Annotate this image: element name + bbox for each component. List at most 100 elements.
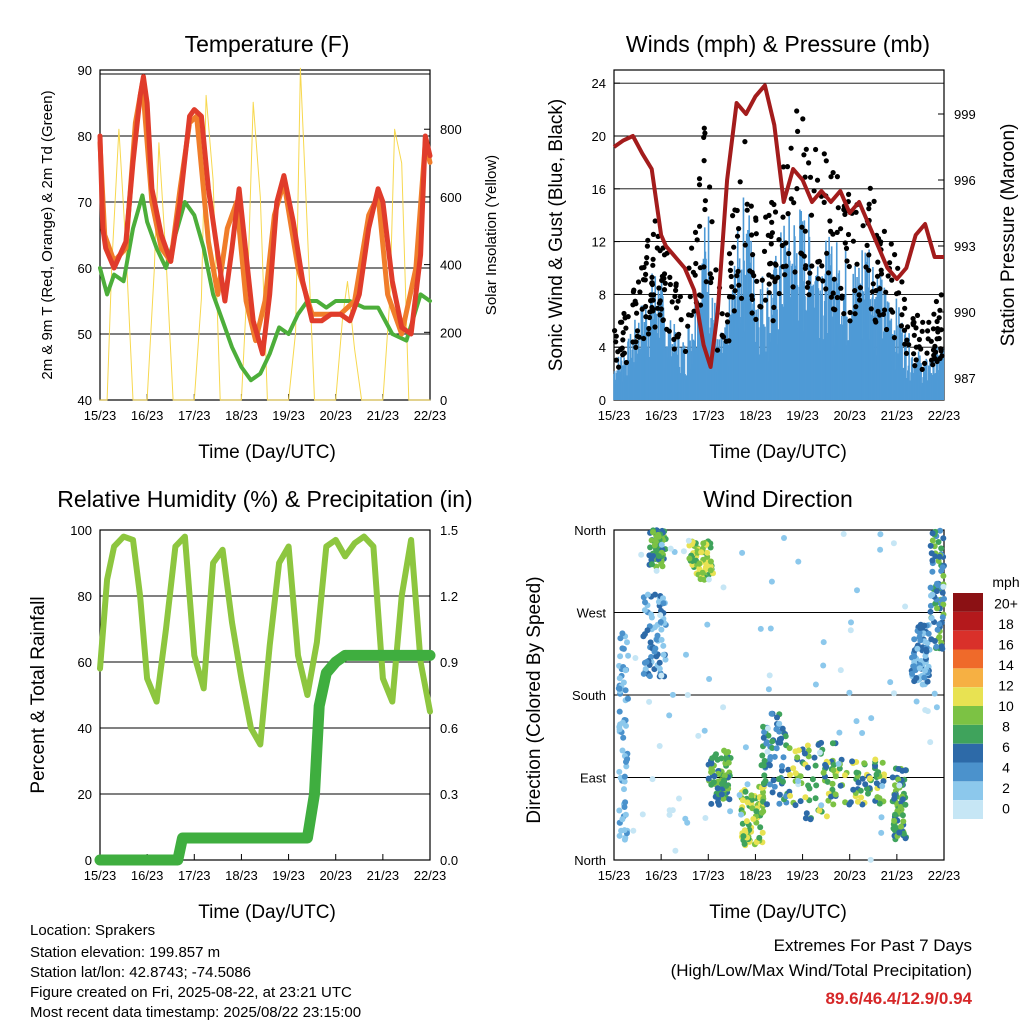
wind-gust-point <box>888 241 894 247</box>
direction-point <box>660 600 667 607</box>
winds-ytick-right-label: 987 <box>954 371 976 386</box>
direction-point <box>701 727 708 734</box>
wind-gust-point <box>830 290 836 296</box>
wind-gust-point <box>811 188 817 194</box>
direction-point <box>824 778 831 785</box>
wind-gust-point <box>757 303 763 309</box>
direction-point <box>616 807 623 814</box>
direction-point <box>941 595 947 602</box>
wind-gust-point <box>835 205 841 211</box>
wind-gust-point <box>892 252 898 258</box>
temperature-xtick-label: 18/23 <box>225 408 258 423</box>
direction-point <box>931 690 938 697</box>
direction-point <box>711 773 718 780</box>
direction-point <box>854 587 860 594</box>
direction-point <box>656 665 663 672</box>
direction-point <box>879 759 886 766</box>
wind-gust-point <box>656 285 662 291</box>
direction-point <box>823 813 830 820</box>
direction-point <box>706 676 713 682</box>
wind-gust-point <box>846 263 852 270</box>
wind-gust-point <box>898 323 905 329</box>
wind-gust-point <box>772 209 779 215</box>
direction-point <box>774 714 780 721</box>
wind-gust-point <box>800 116 806 122</box>
winds-ytick-label: 4 <box>599 340 606 355</box>
direction-point <box>899 796 906 803</box>
wind-gust-point <box>641 335 647 342</box>
wind-gust-point <box>830 170 836 176</box>
direction-point <box>832 773 839 780</box>
wind-gust-point <box>845 231 852 238</box>
wind-gust-point <box>702 198 709 204</box>
winds-marks: 0 4 8 12 16 20 24 987 990 993 996 999 15/23 16/23 17/2… <box>592 76 976 423</box>
winds-xtick-label: 22/23 <box>928 408 961 423</box>
direction-point <box>927 584 934 591</box>
direction-point <box>846 689 853 696</box>
wind-gust-point <box>780 214 786 220</box>
direction-point <box>680 548 687 555</box>
direction-point <box>766 761 772 768</box>
wind-gust-point <box>830 306 837 312</box>
direction-point <box>797 773 804 780</box>
direction-point <box>847 627 854 634</box>
direction-point <box>649 561 655 568</box>
station-info: Location: Sprakers Station elevation: 19… <box>30 922 361 1021</box>
wind-gust-point <box>904 337 910 343</box>
direction-point <box>792 770 799 777</box>
wind-gust-point <box>773 262 779 268</box>
direction-point <box>924 678 931 685</box>
wind-gust-point <box>735 268 741 274</box>
colorbar-label: 4 <box>1002 760 1010 776</box>
direction-point <box>900 830 907 837</box>
winds-ytick-right-label: 993 <box>954 239 976 254</box>
direction-point <box>895 776 902 783</box>
direction-point <box>764 748 771 755</box>
colorbar-swatch <box>953 724 983 744</box>
wind-gust-point <box>784 164 791 170</box>
temperature-panel: Temperature (F) 40 50 60 70 80 90 0 200 400 600 80… <box>39 31 500 463</box>
direction-point <box>877 546 884 553</box>
direction-point <box>873 780 880 787</box>
wind-gust-point <box>914 312 921 318</box>
direction-point <box>621 804 628 810</box>
direction-point <box>622 687 629 694</box>
direction-point <box>846 801 853 808</box>
direction-point <box>714 785 721 792</box>
direction-point <box>780 778 786 785</box>
direction-point <box>811 754 818 761</box>
wind-gust-point <box>744 201 750 207</box>
wind-gust-point <box>860 223 866 229</box>
humidity-xtick-label: 17/23 <box>178 868 211 883</box>
direction-point <box>902 801 909 808</box>
direction-point <box>702 815 709 821</box>
wind-gust-point <box>925 328 931 334</box>
wind-gust-point <box>661 271 668 277</box>
direction-point <box>936 621 943 628</box>
wind-gust-point <box>763 214 769 220</box>
direction-point <box>682 815 689 822</box>
wind-gust-point <box>750 252 756 258</box>
winds-ylabel: Sonic Wind & Gust (Blue, Black) <box>546 99 567 371</box>
wind-gust-point <box>749 232 755 238</box>
direction-point <box>902 835 909 842</box>
direction-point <box>778 767 785 774</box>
direction-point <box>936 634 943 640</box>
wind-gust-point <box>918 346 924 352</box>
direction-point <box>776 720 783 727</box>
wind-gust-point <box>788 145 794 151</box>
direction-point <box>776 791 783 798</box>
wind-gust-point <box>630 302 636 308</box>
direction-point <box>739 797 746 804</box>
temperature-ytick-label: 50 <box>78 327 92 342</box>
wind-gust-point <box>633 344 639 350</box>
rainfall-line <box>94 649 436 866</box>
direction-point <box>820 769 827 776</box>
direction-point <box>658 541 665 548</box>
direction-point <box>641 659 648 666</box>
wind-gust-point <box>635 279 642 285</box>
direction-point <box>625 695 631 702</box>
wind-gust-point <box>649 274 655 280</box>
temperature-ytick-right-label: 200 <box>440 325 462 340</box>
